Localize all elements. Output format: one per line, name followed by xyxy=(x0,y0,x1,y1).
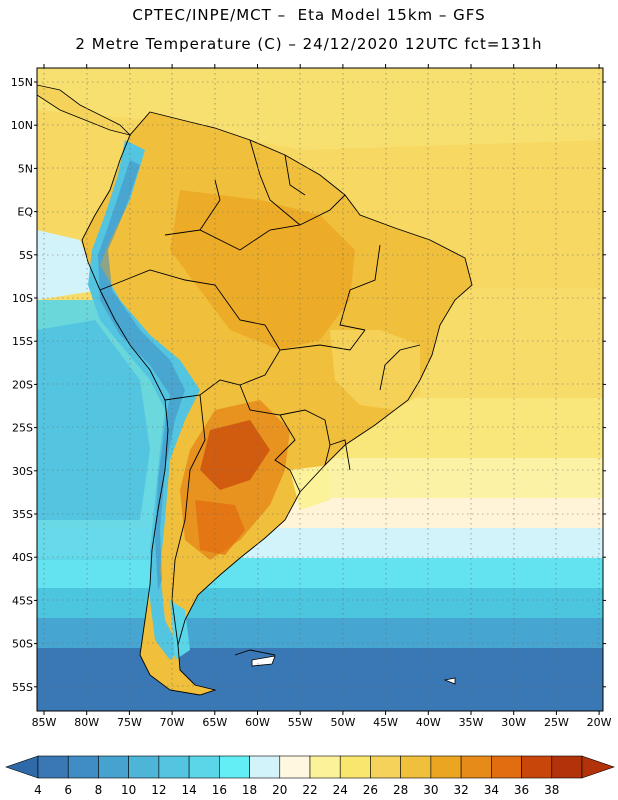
colorbar-label: 22 xyxy=(302,783,317,797)
colorbar-label: 32 xyxy=(453,783,468,797)
colorbar-under-arrow xyxy=(5,755,39,779)
colorbar-label: 4 xyxy=(34,783,42,797)
colorbar-swatch xyxy=(400,755,432,779)
colorbar-label: 28 xyxy=(393,783,408,797)
colorbar-label: 10 xyxy=(121,783,136,797)
colorbar-swatch xyxy=(188,755,220,779)
lon-label: 35W xyxy=(459,716,484,729)
colorbar-swatch xyxy=(37,755,69,779)
lon-label: 40W xyxy=(416,716,441,729)
colorbar-label: 36 xyxy=(514,783,529,797)
colorbar-label: 16 xyxy=(212,783,227,797)
colorbar-label: 38 xyxy=(544,783,559,797)
lat-label: 15S xyxy=(12,335,33,348)
lat-label: 15N xyxy=(11,76,33,89)
lon-label: 60W xyxy=(245,716,270,729)
graticule xyxy=(37,68,603,711)
colorbar-swatch xyxy=(98,755,129,779)
lon-label: 30W xyxy=(501,716,526,729)
lat-label: 10S xyxy=(12,292,33,305)
colorbar-swatch xyxy=(339,755,371,779)
lon-label: 70W xyxy=(160,716,185,729)
lon-label: 45W xyxy=(373,716,398,729)
colorbar-swatch xyxy=(460,755,492,779)
longitude-axis: 85W 80W 75W 70W 65W 60W 55W 50W 45W 40W 35W 30W 25W 2… xyxy=(32,64,612,729)
lat-label: 20S xyxy=(12,378,33,391)
lat-label: 55S xyxy=(12,681,33,694)
colorbar-swatch xyxy=(128,755,160,779)
colorbar-label: 24 xyxy=(333,783,348,797)
map-title: CPTEC/INPE/MCT – Eta Model 15km – GFS xyxy=(132,6,486,24)
country-borders xyxy=(81,111,473,696)
colorbar-label: 18 xyxy=(242,783,257,797)
colorbar-label: 14 xyxy=(181,783,196,797)
colorbar-label: 26 xyxy=(363,783,378,797)
colorbar-swatch xyxy=(491,755,522,779)
map-subtitle: 2 Metre Temperature (C) – 24/12/2020 12U… xyxy=(75,35,543,53)
lat-label: 5S xyxy=(19,249,33,262)
colorbar-label: 34 xyxy=(484,783,499,797)
colorbar-swatch xyxy=(67,755,99,779)
colorbar-swatch xyxy=(158,755,190,779)
colorbar-swatch xyxy=(521,755,553,779)
colorbar-swatch xyxy=(370,755,401,779)
colorbar-swatch xyxy=(249,755,281,779)
lat-label: 10N xyxy=(11,119,33,132)
lon-label: 55W xyxy=(288,716,313,729)
lat-label: 40S xyxy=(12,551,33,564)
lon-label: 20W xyxy=(587,716,612,729)
lon-label: 75W xyxy=(117,716,142,729)
colorbar-label: 6 xyxy=(64,783,72,797)
lon-label: 25W xyxy=(544,716,569,729)
latitude-axis: 15N 10N 5N EQ 5S 10S 15S 20S 25S 30S 35S 40S 45S 50S 5… xyxy=(11,76,606,694)
lon-label: 65W xyxy=(202,716,227,729)
lat-label: 25S xyxy=(12,422,33,435)
lat-label: 50S xyxy=(12,638,33,651)
lat-label: 45S xyxy=(12,594,33,607)
colorbar-swatch xyxy=(551,755,583,779)
colorbar-swatch xyxy=(309,755,341,779)
colorbar-over-arrow xyxy=(581,755,615,779)
lat-label: 5N xyxy=(18,162,33,175)
colorbar-label: 12 xyxy=(151,783,166,797)
map-frame xyxy=(36,67,604,712)
colorbar-label: 8 xyxy=(95,783,103,797)
lon-label: 50W xyxy=(330,716,355,729)
colorbar-swatch xyxy=(279,755,311,779)
temperature-colorbar: 4 6 8 10 12 14 16 18 20 22 24 26 28 30 32 34 36 38 xyxy=(5,755,615,797)
colorbar-label: 20 xyxy=(272,783,287,797)
colorbar-swatch xyxy=(430,755,462,779)
map-field xyxy=(37,68,603,711)
lon-label: 80W xyxy=(74,716,99,729)
lat-label: EQ xyxy=(17,206,33,219)
lat-label: 35S xyxy=(12,508,33,521)
colorbar-label: 30 xyxy=(423,783,438,797)
lat-label: 30S xyxy=(12,465,33,478)
colorbar-swatch xyxy=(219,755,250,779)
lon-label: 85W xyxy=(32,716,57,729)
